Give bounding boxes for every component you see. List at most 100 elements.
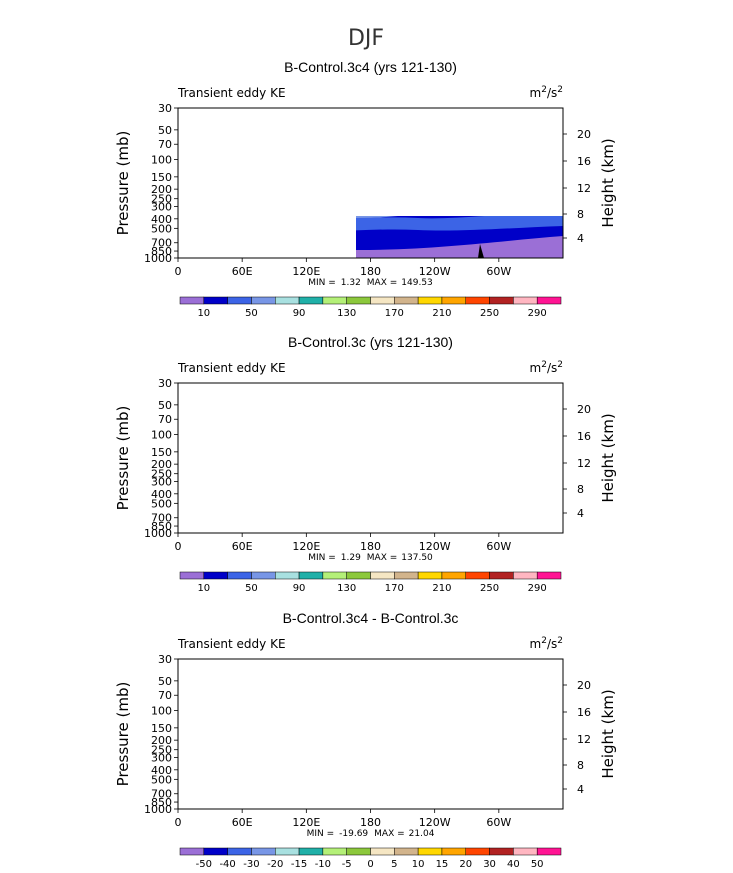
colorbar-label: 10 <box>197 583 210 594</box>
colorbar-label: 170 <box>385 583 404 594</box>
colorbar-swatch <box>179 847 205 856</box>
x-tick-label: 180 <box>360 540 381 553</box>
chart-title: B-Control.3c (yrs 121-130) <box>288 334 453 350</box>
y2-axis-label: Height (km) <box>599 413 617 502</box>
y2-tick-label: 4 <box>577 507 584 520</box>
y2-tick-label: 8 <box>577 483 584 496</box>
colorbar-swatch <box>227 296 252 305</box>
contour-region <box>328 684 402 711</box>
contour-region <box>540 167 558 181</box>
y-tick-label: 1000 <box>144 803 172 816</box>
y-tick-label: 50 <box>158 675 172 688</box>
units-label: m2/s2 <box>530 85 563 100</box>
colorbar-label: 30 <box>483 859 496 870</box>
variable-label: Transient eddy KE <box>177 637 286 651</box>
y-tick-label: 50 <box>158 124 172 137</box>
x-tick-label: 0 <box>175 816 182 829</box>
colorbar-swatch <box>346 571 371 580</box>
colorbar-swatch <box>322 847 347 856</box>
colorbar-label: -50 <box>196 859 212 870</box>
colorbar-swatch <box>251 296 276 305</box>
colorbar-swatch <box>536 296 562 305</box>
colorbar-swatch <box>536 571 562 580</box>
variable-label: Transient eddy KE <box>177 361 286 375</box>
y-tick-label: 300 <box>151 200 172 213</box>
x-tick-label: 60E <box>232 540 253 553</box>
chart-panel-3: B-Control.3c4 - B-Control.3c Transient ed… <box>114 610 617 870</box>
colorbar-swatch <box>417 847 443 856</box>
x-tick-label: 120E <box>292 540 320 553</box>
chart-panel-1: B-Control.3c4 (yrs 121-130) Transient edd… <box>114 59 617 319</box>
x-tick-label: 60W <box>486 540 511 553</box>
colorbar-label: 10 <box>412 859 425 870</box>
x-tick-label: 60W <box>486 816 511 829</box>
colorbar-label: 5 <box>391 859 397 870</box>
y-axis-label: Pressure (mb) <box>114 406 132 511</box>
contour-region <box>370 710 382 718</box>
y-tick-label: 70 <box>158 689 172 702</box>
y-tick-label: 100 <box>151 154 172 167</box>
colorbar-swatch <box>203 847 228 856</box>
contour-region <box>178 659 563 809</box>
y-tick-label: 1000 <box>144 252 172 265</box>
colorbar-swatch <box>536 847 562 856</box>
chart-title: B-Control.3c4 - B-Control.3c <box>283 610 459 626</box>
contour-region <box>402 162 498 192</box>
y-tick-label: 1000 <box>144 527 172 540</box>
contour-region <box>417 735 444 755</box>
contour-region <box>356 216 563 231</box>
colorbar-label: 50 <box>245 583 258 594</box>
colorbar-swatch <box>251 571 276 580</box>
contour-region <box>178 699 211 762</box>
y2-tick-label: 16 <box>577 430 591 443</box>
contour-region <box>283 155 306 163</box>
y-tick-label: 70 <box>158 413 172 426</box>
contour-region <box>543 710 563 759</box>
colorbar-swatch <box>513 847 538 856</box>
colorbar-swatch <box>203 571 228 580</box>
y-tick-label: 300 <box>151 751 172 764</box>
chart-panel-2: B-Control.3c (yrs 121-130)Transient eddy… <box>114 334 617 594</box>
min-max-label: MIN = -19.69 MAX = 21.04 <box>307 829 435 839</box>
y-tick-label: 100 <box>151 705 172 718</box>
x-tick-label: 120E <box>292 816 320 829</box>
colorbar-swatch <box>465 847 490 856</box>
y-tick-label: 850 <box>151 245 172 258</box>
y-tick-label: 150 <box>151 446 172 459</box>
topography-mask <box>478 795 484 809</box>
x-tick-label: 180 <box>360 816 381 829</box>
colorbar-swatch <box>441 571 466 580</box>
x-tick-label: 0 <box>175 540 182 553</box>
y2-axis-label: Height (km) <box>599 689 617 778</box>
y2-tick-label: 16 <box>577 706 591 719</box>
contour-region <box>418 118 456 129</box>
x-tick-label: 120E <box>292 265 320 278</box>
colorbar-swatch <box>322 296 347 305</box>
y-tick-label: 100 <box>151 429 172 442</box>
contour-region <box>376 702 496 785</box>
colorbar-swatch <box>370 296 395 305</box>
colorbar-swatch <box>346 847 371 856</box>
colorbar-label: 15 <box>436 859 449 870</box>
y-axis-label: Pressure (mb) <box>114 682 132 787</box>
contour-region <box>178 430 289 471</box>
colorbar-label: 50 <box>245 308 258 319</box>
colorbar-swatch <box>394 571 419 580</box>
min-max-label: MIN = 1.29 MAX = 137.50 <box>308 553 433 563</box>
contour-region <box>180 713 196 745</box>
y-tick-label: 400 <box>151 764 172 777</box>
contour-field <box>178 659 563 809</box>
y-tick-label: 70 <box>158 138 172 151</box>
colorbar-swatch <box>417 296 443 305</box>
colorbar-swatch <box>322 571 347 580</box>
contour-region <box>508 692 563 753</box>
contour-region <box>186 169 214 181</box>
colorbar-swatch <box>203 296 228 305</box>
y-tick-label: 30 <box>158 377 172 390</box>
contour-region <box>308 506 328 516</box>
contour-region <box>552 718 563 737</box>
colorbar-swatch <box>275 571 300 580</box>
contour-region <box>540 440 563 467</box>
contour-region <box>308 231 328 241</box>
colorbar-swatch <box>298 847 324 856</box>
